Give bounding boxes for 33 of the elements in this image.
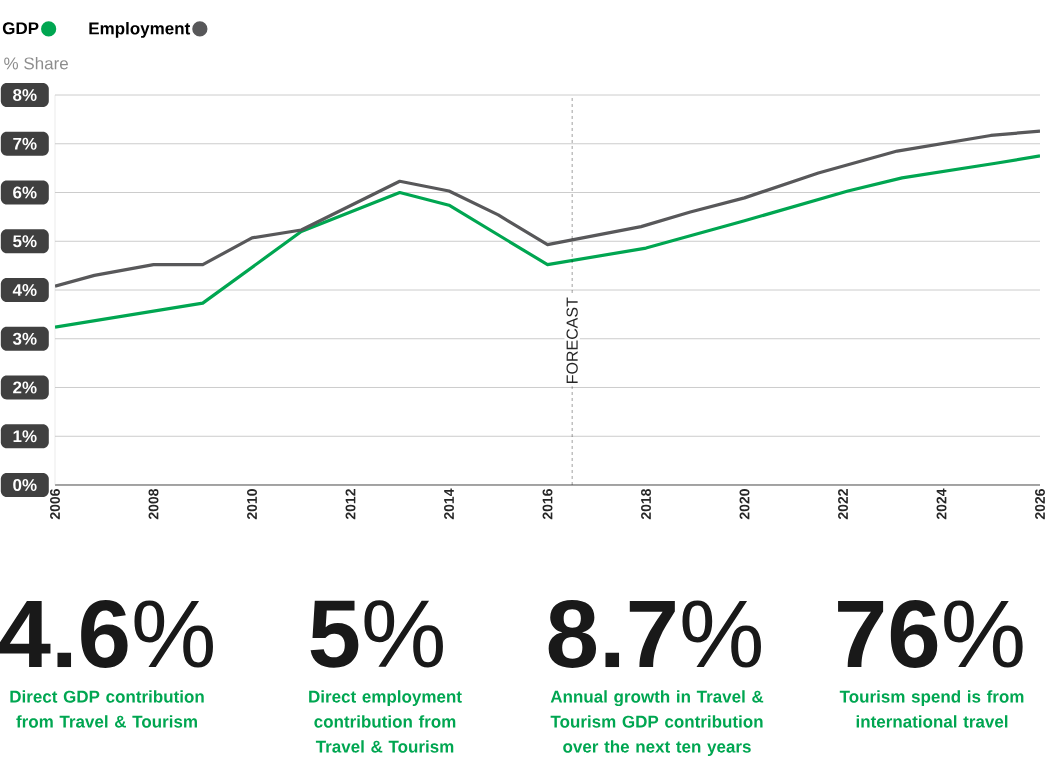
- x-tick-label: 2016: [542, 489, 553, 520]
- y-tick-label: 5%: [13, 235, 37, 248]
- text: Annual growth in Travel & Tourism GDP contribution over the next ten years: [550, 690, 764, 757]
- y-tick-label: 1%: [13, 430, 37, 443]
- y-axis-title: % Share: [4, 56, 68, 70]
- y-tick-label: 8%: [13, 88, 37, 102]
- x-tick-label: 2014: [444, 488, 454, 520]
- ref-line-label: FORECAST: [566, 297, 578, 383]
- x-tick-label: 2006: [50, 489, 60, 520]
- x-tick-label: 2008: [148, 488, 159, 520]
- line-series: [55, 129, 1041, 288]
- x-tick-label: 2012: [345, 489, 356, 520]
- y-tick-label: 4%: [12, 284, 37, 296]
- legend-label: GDP: [2, 22, 39, 35]
- x-tick-label: 2024: [936, 488, 947, 520]
- text: Tourism spend is from international travel: [839, 690, 1024, 728]
- y-tick-label: 2%: [13, 381, 37, 394]
- y-tick-label: 3%: [12, 332, 37, 345]
- y-tick-label: 7%: [13, 137, 37, 150]
- text: Direct GDP contribution from Travel & Tourism: [10, 690, 204, 728]
- x-tick-label: 2022: [838, 489, 848, 520]
- text: 8.7%: [548, 600, 761, 668]
- x-tick-label: 2018: [641, 488, 651, 520]
- text: Direct employment contribution from Travel & Tourism: [309, 690, 462, 753]
- x-tick-label: 2010: [247, 489, 257, 520]
- text: 4.6%: [0, 600, 213, 668]
- y-tick-label: 0%: [13, 478, 37, 492]
- text: 5%: [310, 600, 443, 668]
- y-tick-label: 6%: [13, 186, 37, 199]
- x-tick-label: 2020: [739, 489, 750, 520]
- x-tick-label: 2026: [1035, 489, 1045, 520]
- text: 76%: [838, 600, 1023, 668]
- legend-label: Employment: [89, 21, 191, 38]
